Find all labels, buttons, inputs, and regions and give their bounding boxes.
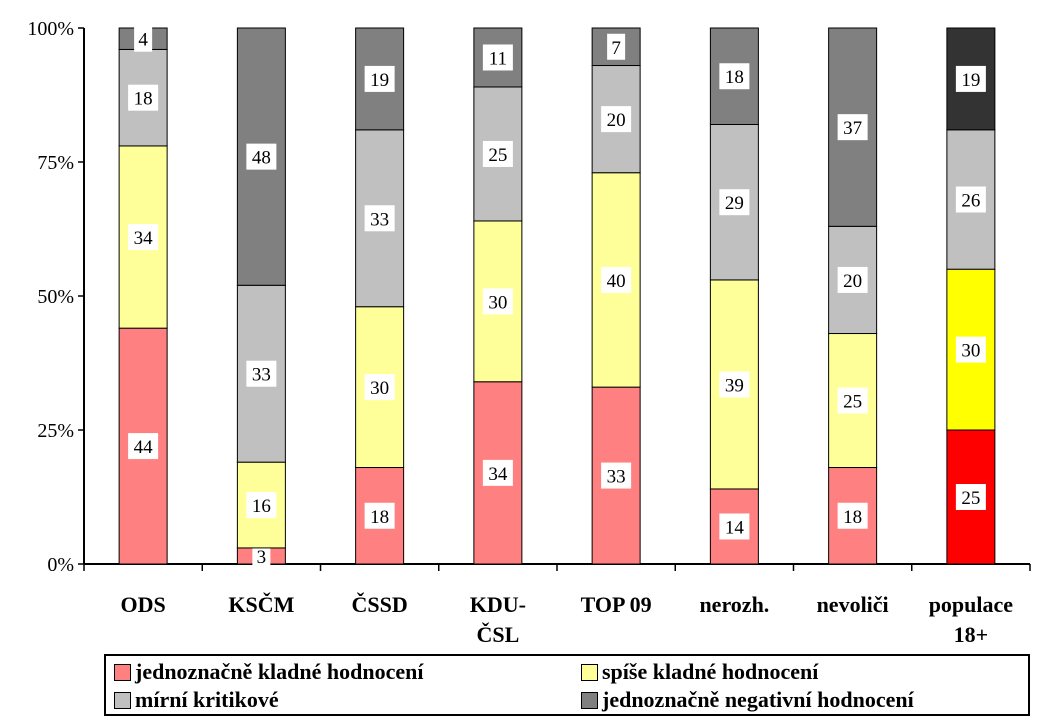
legend-item-mirni-kritikove: mírní kritikové <box>114 687 279 713</box>
data-label-box <box>837 114 868 141</box>
data-label: 29 <box>725 193 744 214</box>
bar-segment <box>355 129 405 308</box>
data-label-box <box>719 189 750 216</box>
data-label-box <box>246 143 277 170</box>
data-label-box <box>482 288 513 315</box>
data-label: 33 <box>370 209 389 230</box>
y-tick-label: 25% <box>37 420 74 442</box>
category-label: TOP 09 <box>581 592 652 617</box>
legend-swatch-negativni <box>581 691 598 709</box>
data-label: 39 <box>725 375 744 396</box>
data-label-box <box>128 84 159 111</box>
data-label: 33 <box>252 365 271 386</box>
category-label: 18+ <box>954 622 989 647</box>
data-label-box <box>601 266 632 293</box>
data-label-box <box>955 186 986 213</box>
data-label: 44 <box>134 437 154 458</box>
legend-item-negativni: jednoznačně negativní hodnocení <box>581 687 914 713</box>
data-label: 34 <box>488 464 508 485</box>
data-label: 20 <box>843 271 862 292</box>
data-label: 26 <box>961 191 980 212</box>
data-label: 30 <box>961 341 980 362</box>
data-label-box <box>719 371 750 398</box>
legend: jednoznačně kladné hodnocení spíše kladn… <box>104 654 1030 716</box>
data-label-box <box>128 224 159 251</box>
data-label: 4 <box>138 30 148 51</box>
data-label: 25 <box>488 145 507 166</box>
data-label-box <box>719 513 750 540</box>
data-label: 16 <box>252 496 271 517</box>
data-label: 37 <box>843 118 862 139</box>
category-label: nevoliči <box>817 592 889 617</box>
data-label-box <box>719 63 750 90</box>
category-label: KDU- <box>470 592 526 617</box>
legend-label-spise-kladne: spíše kladné hodnocení <box>602 659 819 684</box>
data-label: 18 <box>843 507 862 528</box>
legend-label-negativni: jednoznačně negativní hodnocení <box>602 687 914 712</box>
category-label: ČSL <box>476 622 519 647</box>
category-label: populace <box>929 592 1014 617</box>
data-label-box <box>955 65 986 92</box>
data-label: 19 <box>370 70 389 91</box>
data-label-box <box>246 492 277 519</box>
y-tick-label: 100% <box>27 18 74 40</box>
data-label: 30 <box>488 292 507 313</box>
data-label: 7 <box>611 38 621 59</box>
legend-label-kladne: jednoznačně kladné hodnocení <box>135 659 424 684</box>
stacked-bar-chart: 0% 25% 50% 75% 100% 44 34 18 4 ODS 3 16 33 48 KSČM 18 30… <box>27 18 1031 647</box>
data-label-box <box>364 374 395 401</box>
data-label-box <box>601 462 632 489</box>
legend-swatch-kladne <box>114 663 131 681</box>
category-label: ČSSD <box>352 592 408 617</box>
data-label-box <box>955 484 986 510</box>
data-label-box <box>837 387 868 414</box>
data-label-box <box>482 140 513 167</box>
y-tick-label: 0% <box>47 554 74 576</box>
legend-swatch-spise-kladne <box>581 663 598 681</box>
data-label-box <box>482 459 513 486</box>
category-label: ODS <box>121 592 166 617</box>
legend-item-spise-kladne: spíše kladné hodnocení <box>581 659 818 685</box>
data-label-box <box>837 266 868 293</box>
data-label: 19 <box>961 70 980 91</box>
data-label-box <box>955 336 986 363</box>
category-label: nerozh. <box>699 592 769 617</box>
data-label: 20 <box>607 110 626 131</box>
bar-segment <box>236 461 286 549</box>
data-label: 11 <box>489 48 507 69</box>
data-label-box <box>364 205 395 232</box>
data-label-box <box>364 502 395 529</box>
data-label: 34 <box>134 228 154 249</box>
data-label-box <box>482 44 513 71</box>
legend-item-kladne: jednoznačně kladné hodnocení <box>114 659 424 685</box>
legend-label-mirni-kritikove: mírní kritikové <box>135 687 279 712</box>
data-label-box <box>364 65 395 92</box>
data-label-box <box>246 360 277 387</box>
category-label: KSČM <box>228 592 294 617</box>
data-label: 3 <box>257 547 267 568</box>
data-label: 30 <box>370 378 389 399</box>
data-label: 18 <box>370 507 389 528</box>
data-label-box <box>252 542 271 569</box>
data-label: 33 <box>607 467 626 488</box>
data-label: 18 <box>725 67 744 88</box>
y-tick-label: 50% <box>37 286 74 308</box>
data-label: 14 <box>725 517 745 538</box>
data-label-box <box>601 106 632 133</box>
y-tick-label: 75% <box>37 152 74 174</box>
data-label: 25 <box>843 392 862 413</box>
data-label-box <box>128 433 159 460</box>
data-label-box <box>134 25 153 52</box>
data-label: 25 <box>961 488 980 509</box>
legend-swatch-mirni-kritikove <box>114 691 131 709</box>
data-label: 40 <box>607 271 626 292</box>
data-label: 18 <box>134 89 153 110</box>
data-label: 48 <box>252 148 271 169</box>
data-label-box <box>607 33 626 60</box>
data-label-box <box>837 502 868 529</box>
